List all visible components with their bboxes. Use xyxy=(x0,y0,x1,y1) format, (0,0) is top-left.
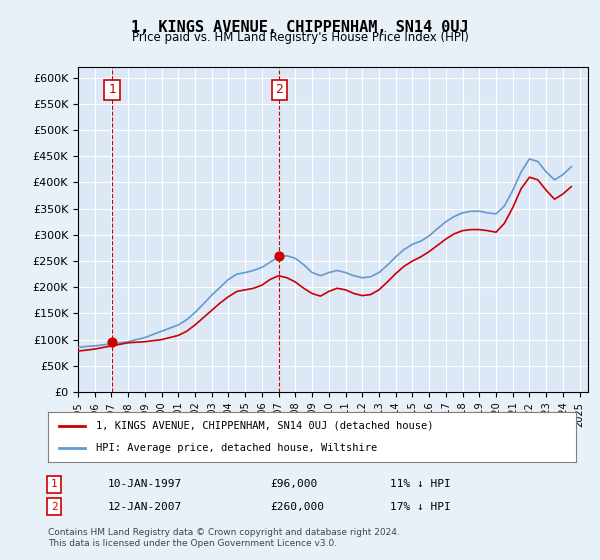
Point xyxy=(107,337,117,346)
Text: 2: 2 xyxy=(50,502,58,512)
Text: HPI: Average price, detached house, Wiltshire: HPI: Average price, detached house, Wilt… xyxy=(95,443,377,453)
Text: £260,000: £260,000 xyxy=(270,502,324,512)
Text: 1: 1 xyxy=(108,83,116,96)
Point xyxy=(275,251,284,260)
Text: 1, KINGS AVENUE, CHIPPENHAM, SN14 0UJ (detached house): 1, KINGS AVENUE, CHIPPENHAM, SN14 0UJ (d… xyxy=(95,421,433,431)
Text: 17% ↓ HPI: 17% ↓ HPI xyxy=(390,502,451,512)
Text: 1, KINGS AVENUE, CHIPPENHAM, SN14 0UJ: 1, KINGS AVENUE, CHIPPENHAM, SN14 0UJ xyxy=(131,20,469,35)
Text: Price paid vs. HM Land Registry's House Price Index (HPI): Price paid vs. HM Land Registry's House … xyxy=(131,31,469,44)
Text: 2: 2 xyxy=(275,83,283,96)
Text: 10-JAN-1997: 10-JAN-1997 xyxy=(108,479,182,489)
Text: £96,000: £96,000 xyxy=(270,479,317,489)
Text: 12-JAN-2007: 12-JAN-2007 xyxy=(108,502,182,512)
Text: 1: 1 xyxy=(50,479,58,489)
Text: 11% ↓ HPI: 11% ↓ HPI xyxy=(390,479,451,489)
Text: Contains HM Land Registry data © Crown copyright and database right 2024.
This d: Contains HM Land Registry data © Crown c… xyxy=(48,528,400,548)
